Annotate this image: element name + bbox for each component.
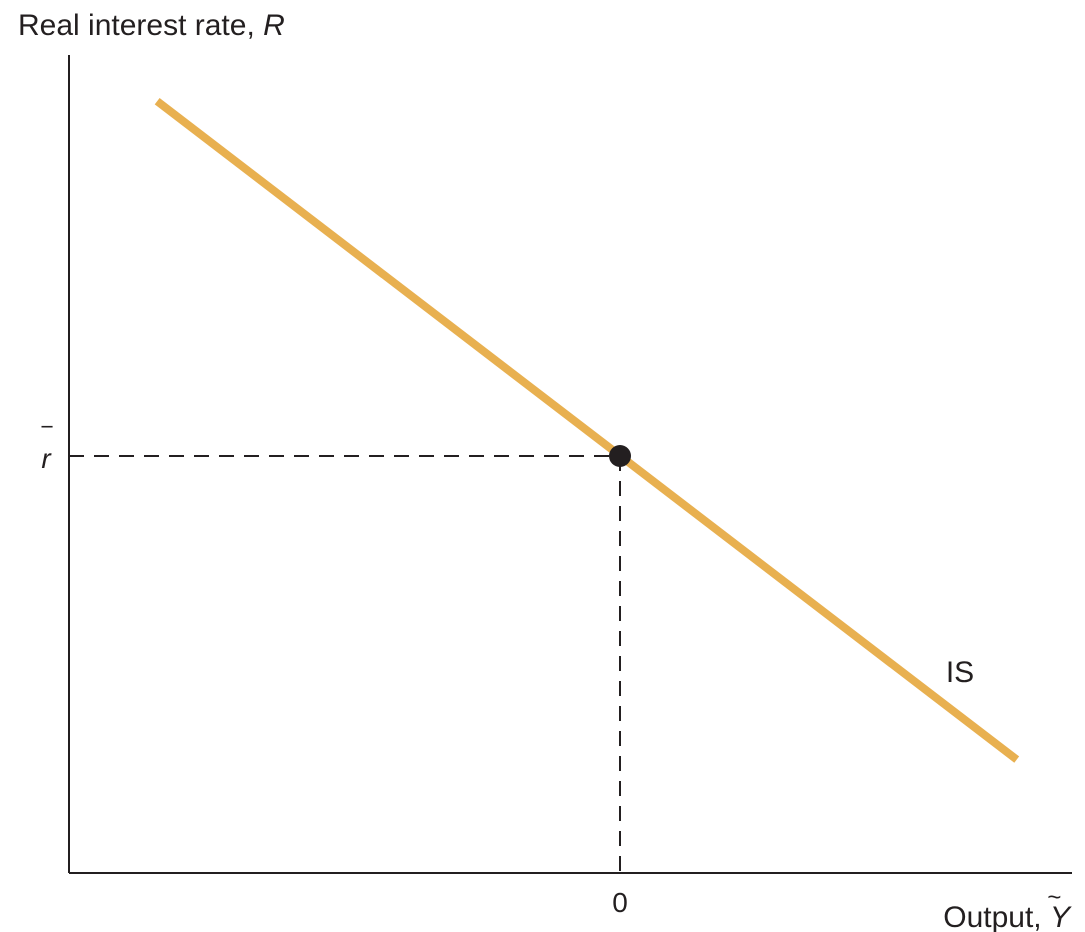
y-axis-label-symbol: R (263, 9, 285, 42)
is-curve (154, 98, 1020, 763)
is-curve-label: IS (946, 656, 974, 689)
y-tick-label-bar-accent: ‾ (41, 423, 53, 454)
y-axis-label-text: Real interest rate, (18, 9, 263, 42)
x-tick-label-zero: 0 (612, 887, 628, 918)
y-axis-label: Real interest rate, R (18, 9, 285, 42)
x-axis-label-text: Output, (943, 901, 1050, 932)
x-axis-label-symbol: Y (1050, 901, 1072, 932)
x-axis-label: Output, Y (943, 901, 1072, 932)
y-tick-label-r-bar: r (41, 443, 52, 474)
x-axis-symbol-accent: ~ (1047, 884, 1061, 911)
equilibrium-point (609, 445, 631, 467)
